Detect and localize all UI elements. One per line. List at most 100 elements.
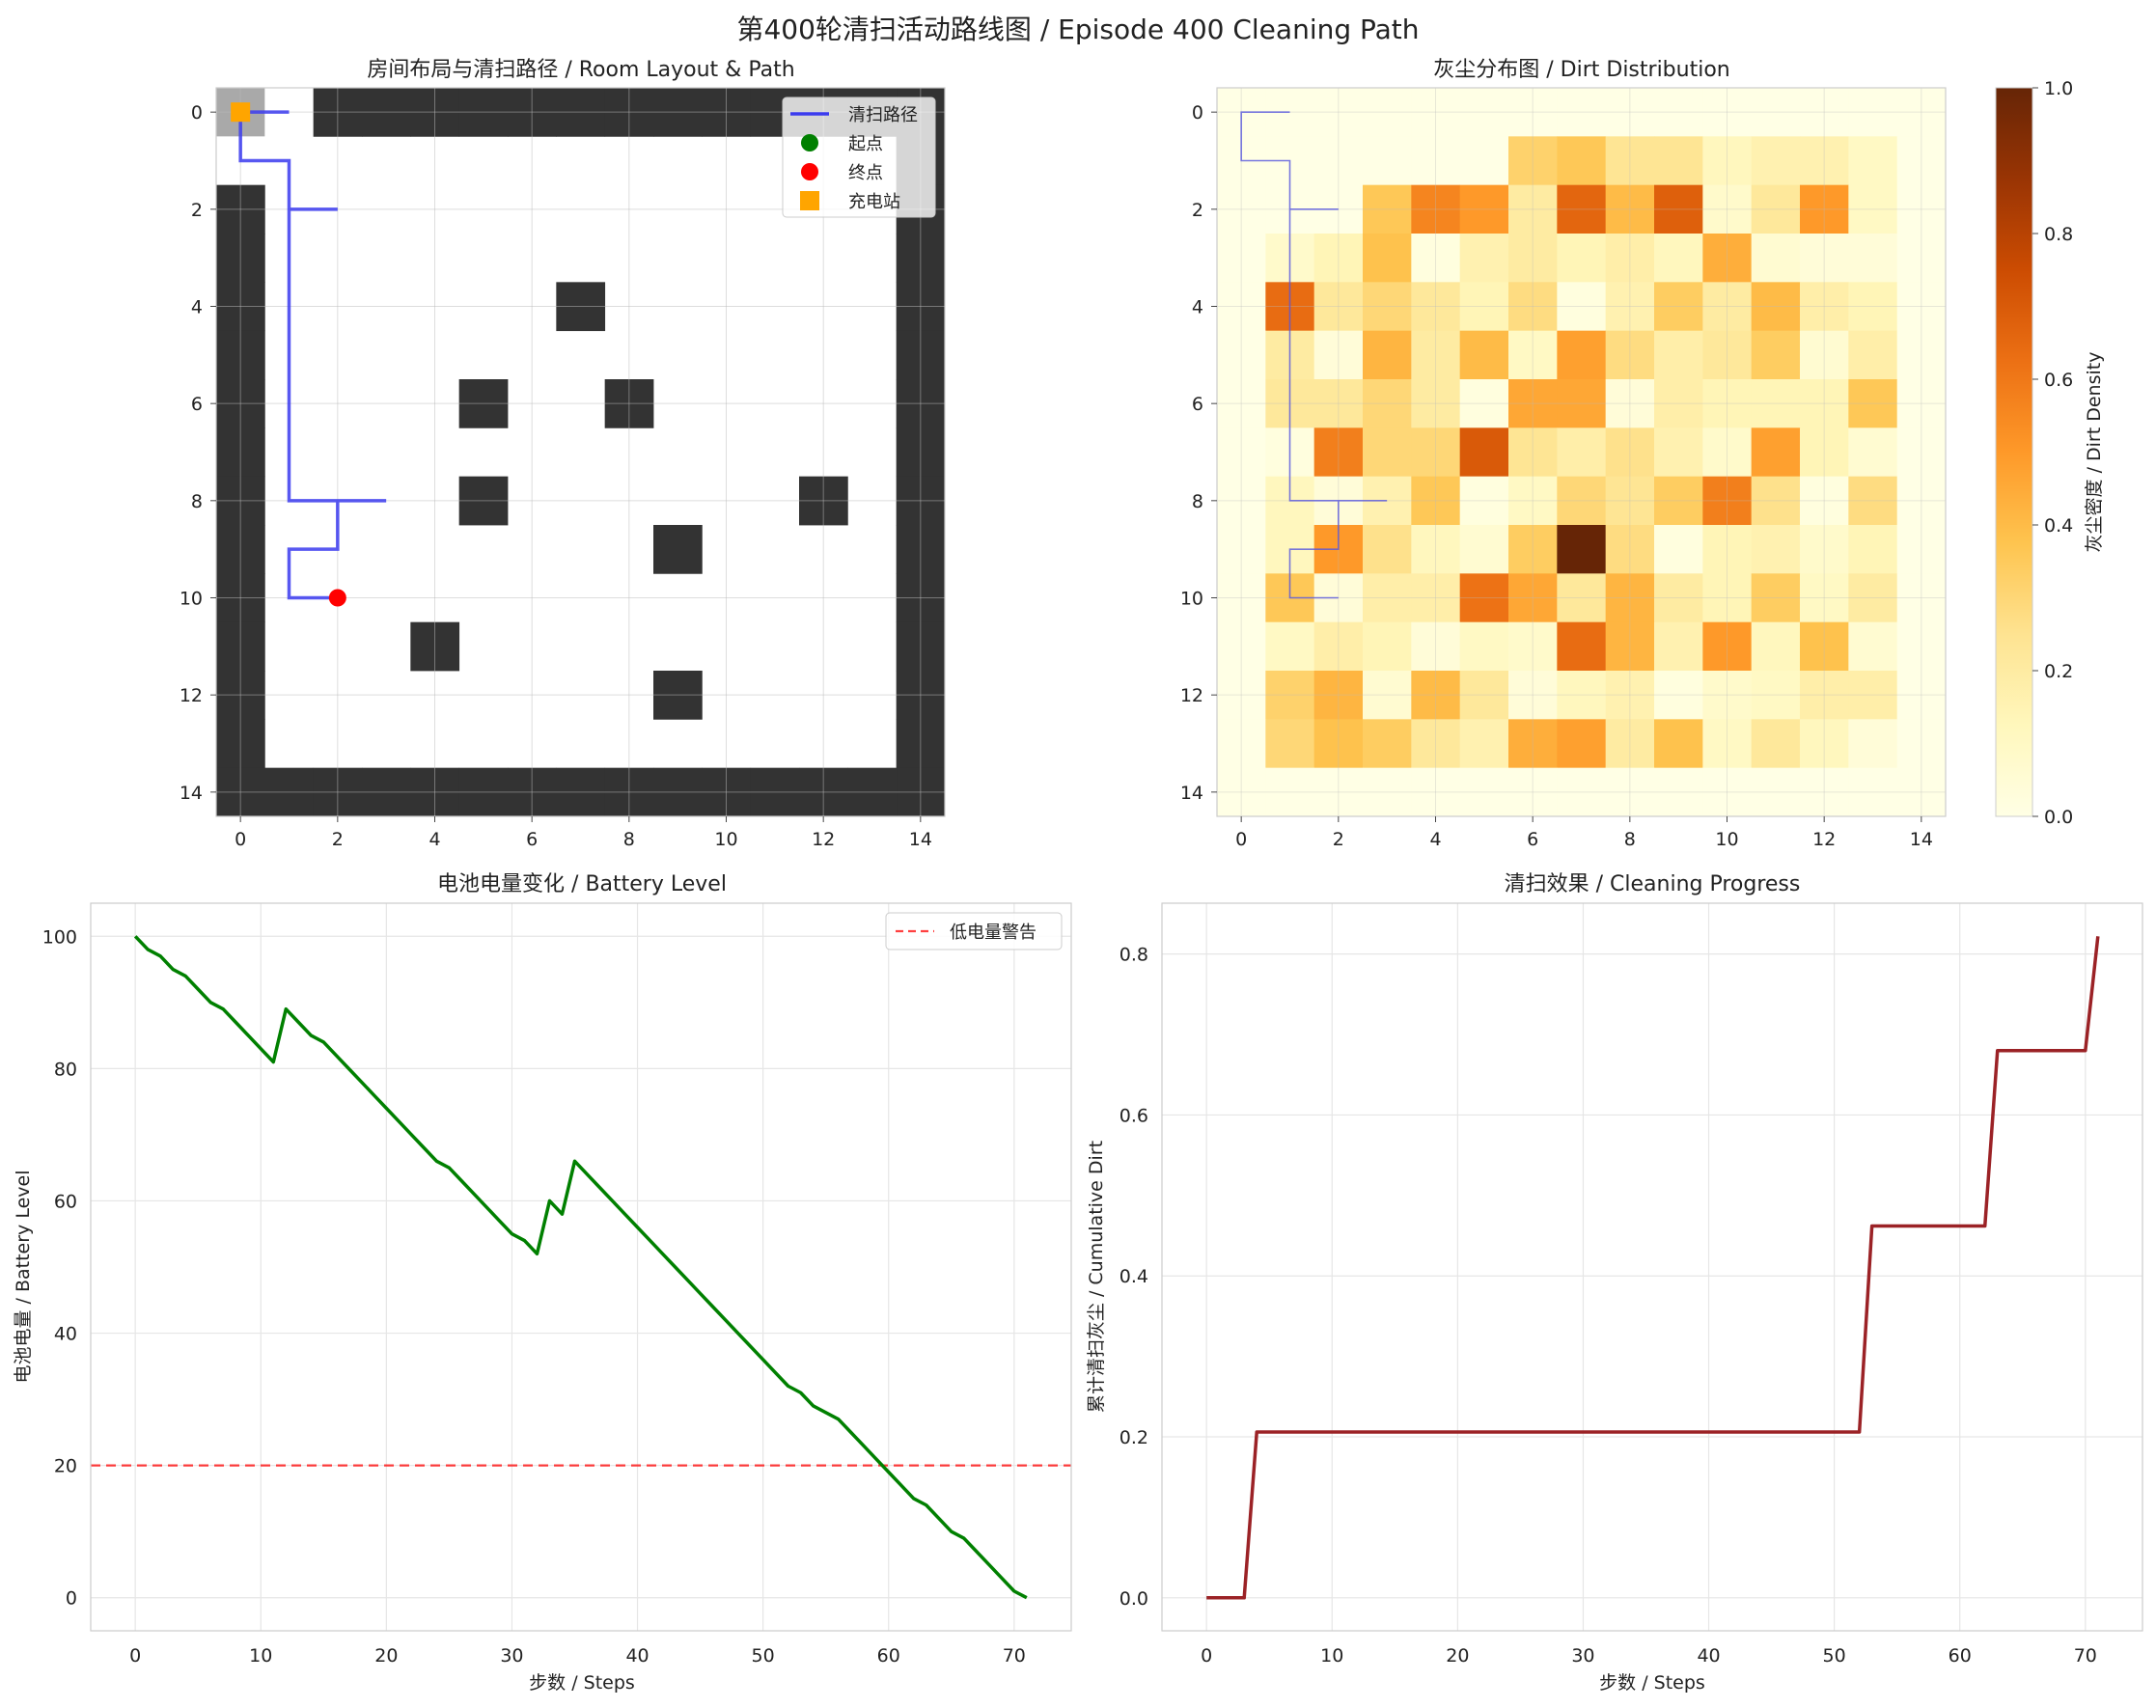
dirt-cell: [1363, 573, 1412, 623]
dirt-cell: [1800, 282, 1849, 332]
dirt-cell: [1265, 621, 1315, 672]
x-tick-label: 50: [752, 1645, 775, 1667]
dirt-cell: [1751, 282, 1801, 332]
dirt-cell: [1848, 767, 1898, 817]
dirt-cell: [1459, 767, 1509, 817]
dirt-cell: [1313, 671, 1364, 720]
plot-background: [91, 903, 1071, 1631]
x-tick-label: 0: [235, 829, 246, 850]
dirt-cell: [1459, 621, 1509, 672]
colorbar-tick-label: 0.6: [2044, 370, 2073, 391]
y-tick-label: 8: [191, 491, 203, 512]
y-tick-label: 12: [1180, 685, 1203, 706]
dirt-cell: [1557, 184, 1607, 234]
dirt-cell: [1459, 573, 1509, 623]
battery-panel: 电池电量变化 / Battery Level 步数 / Steps 电池电量 /…: [13, 872, 1072, 1694]
dirt-cell: [1557, 136, 1607, 186]
dirt-cell: [1800, 525, 1849, 574]
dirt-cell: [1363, 330, 1412, 380]
dirt-cell: [1557, 282, 1607, 332]
x-tick-label: 4: [1429, 829, 1441, 850]
dirt-cell: [1605, 282, 1655, 332]
dirt-heatmap-plot: [1216, 87, 1947, 817]
dirt-cell: [1605, 88, 1655, 137]
y-tick-label: 0.0: [1119, 1588, 1148, 1610]
legend-end-swatch: [801, 163, 818, 180]
dirt-cell: [1800, 476, 1849, 526]
dirt-cell: [1557, 573, 1607, 623]
x-tick-label: 12: [1812, 829, 1836, 850]
dirt-cell: [1217, 234, 1266, 283]
dirt-cell: [1702, 427, 1753, 478]
dirt-cell: [1702, 671, 1753, 720]
dirt-cell: [1363, 767, 1412, 817]
dirt-cell: [1654, 136, 1703, 186]
dirt-cell: [1605, 379, 1655, 428]
dirt-cell: [1508, 330, 1558, 380]
dirt-cell: [1654, 234, 1703, 283]
dirt-distribution-title: 灰尘分布图 / Dirt Distribution: [1433, 58, 1729, 82]
dirt-cell: [1605, 476, 1655, 526]
cleaning-progress-panel: 清扫效果 / Cleaning Progress 步数 / Steps 累计清扫…: [1086, 872, 2143, 1694]
legend-label-start: 起点: [848, 134, 883, 154]
x-tick-label: 20: [1446, 1645, 1469, 1667]
dirt-cell: [1411, 671, 1461, 720]
dirt-cell: [1800, 573, 1849, 623]
dirt-cell: [1848, 621, 1898, 672]
dirt-cell: [1459, 282, 1509, 332]
dirt-cell: [1702, 767, 1753, 817]
dirt-cell: [1508, 136, 1558, 186]
dirt-cell: [1411, 767, 1461, 817]
charging-station-marker: [231, 102, 251, 123]
colorbar-label: 灰尘密度 / Dirt Density: [2084, 352, 2105, 553]
dirt-cell: [1800, 621, 1849, 672]
dirt-cell: [1363, 427, 1412, 478]
dirt-cell: [1411, 573, 1461, 623]
dirt-cell: [1896, 621, 1947, 672]
y-tick-label: 14: [180, 783, 203, 804]
dirt-cell: [1459, 234, 1509, 283]
dirt-cell: [1217, 573, 1266, 623]
room-layout-title: 房间布局与清扫路径 / Room Layout & Path: [367, 58, 794, 82]
dirt-cell: [1508, 88, 1558, 137]
dirt-cell: [1605, 767, 1655, 817]
dirt-cell: [1751, 184, 1801, 234]
plot-background: [1162, 903, 2142, 1631]
y-tick-label: 4: [1192, 297, 1203, 318]
dirt-cell: [1702, 379, 1753, 428]
room-layout-panel: 房间布局与清扫路径 / Room Layout & Path 0 2 4 6 8 10 12…: [180, 58, 946, 850]
dirt-cell: [1702, 88, 1753, 137]
dirt-cell: [1702, 330, 1753, 380]
dirt-cell: [1313, 379, 1364, 428]
dirt-cell: [1508, 282, 1558, 332]
y-tick-label: 2: [191, 200, 203, 221]
dirt-cell: [1800, 427, 1849, 478]
dirt-cell: [1800, 671, 1849, 720]
dirt-cell: [1896, 671, 1947, 720]
colorbar-bar: [1995, 87, 2033, 817]
y-tick-label: 8: [1192, 491, 1203, 512]
dirt-cell: [1217, 476, 1266, 526]
dirt-cell: [1557, 719, 1607, 769]
dirt-cell: [1800, 88, 1849, 137]
dirt-cell: [1605, 184, 1655, 234]
dirt-cell: [1363, 719, 1412, 769]
legend-label-end: 终点: [848, 163, 883, 183]
dirt-cell: [1363, 184, 1412, 234]
dirt-cell: [1896, 427, 1947, 478]
dirt-cell: [1217, 330, 1266, 380]
dirt-cell: [1702, 476, 1753, 526]
x-tick-label: 60: [1949, 1645, 1972, 1667]
dirt-cell: [1508, 184, 1558, 234]
dirt-cell: [1557, 234, 1607, 283]
battery-ylabel: 电池电量 / Battery Level: [13, 1171, 34, 1384]
dirt-cell: [1508, 525, 1558, 574]
dirt-cell: [1363, 234, 1412, 283]
battery-plot: 0 10 20 30 40 50 60 70 0 20 40 60 80 100: [42, 902, 1072, 1667]
dirt-cell: [1751, 767, 1801, 817]
dirt-cell: [1896, 767, 1947, 817]
dirt-cell: [1605, 671, 1655, 720]
dirt-cell: [1459, 184, 1509, 234]
x-tick-label: 70: [2074, 1645, 2097, 1667]
